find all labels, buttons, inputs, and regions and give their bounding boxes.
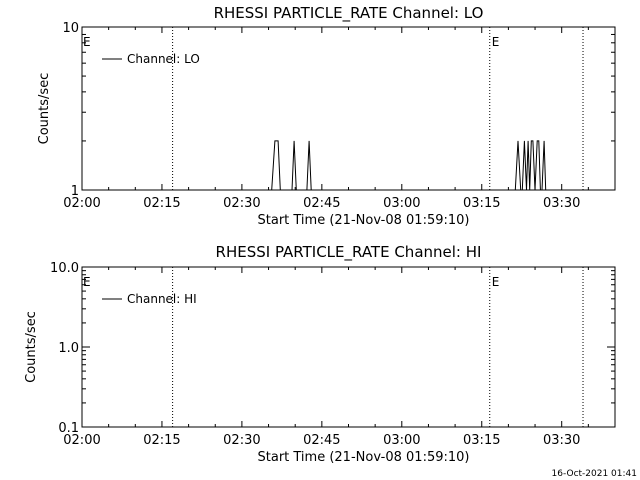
x-tick-label: 03:15 bbox=[463, 433, 500, 448]
x-tick-label: 02:30 bbox=[223, 433, 260, 448]
x-tick-label: 03:00 bbox=[383, 433, 420, 448]
x-tick-label: 02:30 bbox=[223, 196, 260, 211]
x-tick-label: 03:30 bbox=[543, 196, 580, 211]
y-tick-label: 10 bbox=[62, 21, 79, 36]
footer-timestamp: 16-Oct-2021 01:41 bbox=[552, 469, 637, 479]
y-tick-label: 0.1 bbox=[58, 421, 79, 436]
x-tick-label: 02:00 bbox=[63, 196, 100, 211]
series-line bbox=[82, 140, 615, 191]
chart-title: RHESSI PARTICLE_RATE Channel: LO bbox=[214, 4, 484, 23]
x-axis-label: Start Time (21-Nov-08 01:59:10) bbox=[258, 450, 470, 465]
event-marker-label: E bbox=[83, 275, 91, 289]
legend: Channel: HI bbox=[102, 292, 197, 306]
plot-frame bbox=[81, 266, 616, 428]
chart-panel-1: RHESSI PARTICLE_RATE Channel: HI 02:00 02:… bbox=[24, 243, 616, 465]
chart-title: RHESSI PARTICLE_RATE Channel: HI bbox=[216, 243, 482, 262]
x-tick-label: 02:15 bbox=[143, 196, 180, 211]
event-marker-label: E bbox=[492, 35, 500, 49]
x-tick-label: 03:00 bbox=[383, 196, 420, 211]
legend: Channel: LO bbox=[102, 52, 200, 66]
x-tick-label: 02:45 bbox=[303, 196, 340, 211]
legend-label: Channel: HI bbox=[127, 292, 197, 306]
x-tick-label: 03:30 bbox=[543, 433, 580, 448]
event-marker-label: E bbox=[83, 35, 91, 49]
x-tick-label: 03:15 bbox=[463, 196, 500, 211]
y-tick-label: 10.0 bbox=[50, 261, 79, 276]
y-tick-label: 1.0 bbox=[58, 341, 79, 356]
x-tick-label: 02:00 bbox=[63, 433, 100, 448]
legend-label: Channel: LO bbox=[127, 52, 200, 66]
chart-panel-0: RHESSI PARTICLE_RATE Channel: LO 02:00 02:… bbox=[37, 4, 616, 228]
x-tick-label: 02:45 bbox=[303, 433, 340, 448]
y-tick-label: 1 bbox=[71, 184, 79, 199]
x-axis-label: Start Time (21-Nov-08 01:59:10) bbox=[258, 213, 470, 228]
y-axis-label: Counts/sec bbox=[24, 311, 39, 383]
event-marker-label: E bbox=[492, 275, 500, 289]
x-tick-label: 02:15 bbox=[143, 433, 180, 448]
y-axis-label: Counts/sec bbox=[37, 73, 52, 145]
